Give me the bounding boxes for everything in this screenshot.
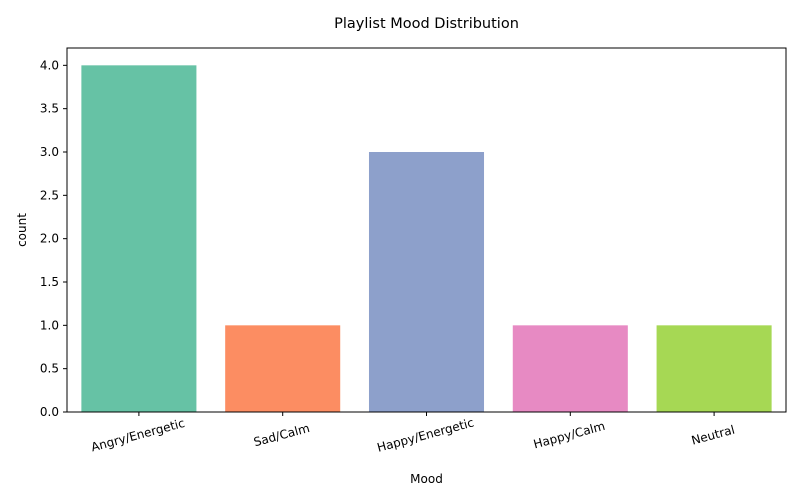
bar-happy-calm xyxy=(512,325,628,412)
x-axis-label: Mood xyxy=(410,472,443,486)
x-axis: Angry/Energetic Sad/Calm Happy/Energetic Ha… xyxy=(89,412,736,455)
y-tick-label: 0.5 xyxy=(40,362,59,376)
y-tick-label: 3.0 xyxy=(40,145,59,159)
x-tick-label: Happy/Calm xyxy=(532,419,607,452)
y-tick-label: 0.0 xyxy=(40,405,59,419)
y-tick-label: 1.5 xyxy=(40,275,59,289)
x-tick-label: Happy/Energetic xyxy=(376,415,476,454)
chart-title: Playlist Mood Distribution xyxy=(334,16,519,32)
bars-group xyxy=(81,65,772,412)
y-tick-label: 1.0 xyxy=(40,318,59,332)
x-tick-label: Angry/Energetic xyxy=(89,416,186,454)
y-tick-label: 4.0 xyxy=(40,58,59,72)
y-axis: 0.0 0.5 1.0 1.5 2.0 2.5 3.0 3.5 4.0 xyxy=(40,58,67,419)
y-tick-label: 2.0 xyxy=(40,232,59,246)
bar-sad-calm xyxy=(225,325,341,412)
y-tick-label: 3.5 xyxy=(40,102,59,116)
y-axis-label: count xyxy=(15,213,29,247)
bar-happy-energetic xyxy=(368,152,485,412)
plot-frame xyxy=(66,47,787,413)
x-tick-label: Neutral xyxy=(690,423,736,448)
bar-neutral xyxy=(656,325,772,412)
y-tick-label: 2.5 xyxy=(40,188,59,202)
x-tick-label: Sad/Calm xyxy=(252,421,311,449)
bar-angry-energetic xyxy=(81,65,197,412)
